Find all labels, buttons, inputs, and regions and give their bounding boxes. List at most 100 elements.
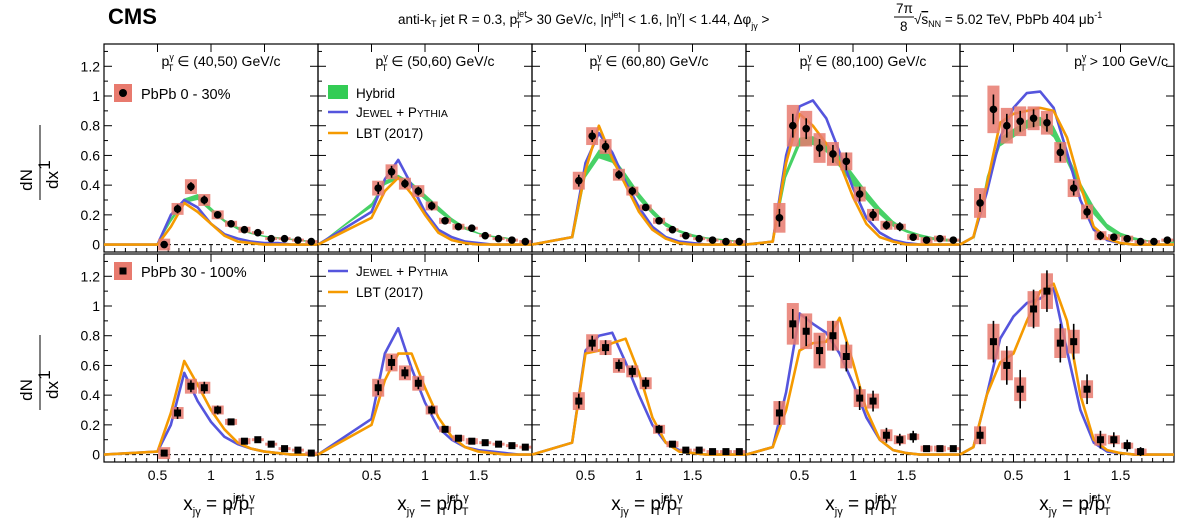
data-point: [481, 439, 489, 447]
data-point: [789, 121, 797, 130]
data-point: [508, 442, 516, 450]
y-tick-label: 0.8: [81, 118, 101, 134]
data-point: [200, 384, 208, 392]
data-point: [829, 332, 837, 340]
lbt-line: [104, 201, 318, 246]
y-tick-label: 1.2: [81, 268, 101, 284]
legend-lbt-label-bottom: LBT (2017): [356, 285, 423, 300]
legend-lbt-label-top: LBT (2017): [356, 126, 423, 141]
data-point: [695, 234, 703, 243]
data-point: [695, 446, 703, 454]
data-point: [855, 190, 864, 198]
data-point: [655, 425, 663, 433]
data-point: [427, 202, 436, 210]
panel-r0-c2: pγ T ∈ (60,80) GeV/c: [531, 43, 747, 253]
svg-text:dx: dx: [43, 171, 62, 189]
y-tick-label: 0.4: [81, 387, 101, 403]
jewel-line: [959, 286, 1174, 456]
data-point: [1110, 436, 1118, 444]
data-point: [708, 236, 717, 244]
data-point: [642, 379, 650, 387]
x-tick-label: 1.5: [255, 467, 275, 483]
data-point: [281, 445, 289, 453]
data-point: [1056, 339, 1064, 347]
data-point: [735, 448, 743, 456]
data-point: [294, 236, 302, 244]
data-point: [240, 225, 249, 234]
x-tick-label: 1.5: [897, 467, 917, 483]
data-point: [267, 440, 275, 448]
data-point: [401, 179, 409, 188]
data-point: [521, 237, 530, 246]
data-point: [374, 184, 382, 192]
panel-title: pγ T > 100 GeV/c: [1074, 52, 1168, 73]
hybrid-band: [532, 149, 746, 245]
header-fraction-denominator: 8: [900, 19, 908, 34]
x-tick-label: 1.5: [683, 467, 703, 483]
y-axis-label-top: 1 dN dx: [17, 125, 62, 200]
y-tick-label: 0.6: [81, 357, 101, 373]
x-axis-label: xjγ = pjet T/pγ T: [397, 492, 469, 518]
svg-text:1: 1: [35, 160, 54, 169]
panel-r0-c4: pγ T > 100 GeV/c: [959, 43, 1175, 253]
svg-text:dN: dN: [17, 379, 36, 401]
x-axis-label: xjγ = pjet T/pγ T: [825, 492, 897, 518]
data-point: [802, 124, 810, 133]
data-point: [494, 234, 503, 243]
data-point: [1123, 442, 1131, 450]
data-point: [173, 205, 182, 213]
panel-frame: [531, 43, 747, 253]
data-point: [388, 358, 396, 366]
data-point: [869, 397, 877, 405]
data-point: [722, 237, 730, 246]
x-tick-label: 0.5: [1004, 467, 1024, 483]
data-point: [1123, 234, 1131, 243]
data-point: [909, 233, 917, 241]
data-point: [1136, 237, 1145, 246]
data-point: [1083, 208, 1091, 216]
y-tick-label: 0.2: [81, 207, 101, 223]
data-point: [896, 436, 904, 444]
data-point: [882, 221, 891, 230]
x-tick-label: 1.5: [469, 467, 489, 483]
header-cuts: anti-kT jet R = 0.3, pjet T > 30 GeV/c, |…: [398, 9, 770, 31]
data-point: [1110, 233, 1118, 241]
data-point: [682, 446, 690, 454]
panel-title: pγ T ∈ (80,100) GeV/c: [800, 52, 927, 73]
data-point: [387, 167, 396, 176]
data-point: [174, 409, 182, 417]
data-point: [1030, 305, 1038, 313]
data-point: [1096, 436, 1104, 444]
data-point: [214, 406, 222, 414]
y-tick-label: 0.8: [81, 328, 101, 344]
header-fraction-numerator: 7π: [896, 1, 913, 16]
panel-frame: [317, 253, 533, 463]
data-point: [789, 320, 797, 328]
data-point: [575, 176, 583, 185]
x-tick-label: 0.5: [148, 467, 168, 483]
panel-title: pγ T ∈ (40,50) GeV/c: [162, 52, 281, 73]
data-point: [869, 211, 877, 219]
lbt-line: [317, 176, 532, 246]
panel-r0-c3: pγ T ∈ (80,100) GeV/c: [745, 43, 961, 253]
data-point: [668, 225, 677, 234]
data-point: [1083, 385, 1091, 393]
lbt-line: [531, 124, 746, 246]
data-point: [976, 199, 984, 207]
x-tick-label: 0.5: [790, 467, 810, 483]
data-point: [1003, 121, 1011, 130]
data-point: [160, 240, 168, 249]
jewel-line: [531, 131, 746, 246]
x-axis-label: xjγ = pjet T/pγ T: [1039, 492, 1111, 518]
svg-text:dx: dx: [43, 381, 62, 399]
panel-frame: [531, 253, 747, 463]
panels: 0 0.2 0.4 0.6 0.8 1 1.2 pγ T ∈ (40,50) GeV/c pγ T …: [81, 43, 1175, 518]
panel-r0-c1: pγ T ∈ (50,60) GeV/c: [317, 43, 533, 253]
data-point: [441, 425, 449, 433]
legend-marker-bottom: [119, 267, 127, 275]
svg-text:1: 1: [35, 370, 54, 379]
x-tick-label: 0.5: [362, 467, 382, 483]
